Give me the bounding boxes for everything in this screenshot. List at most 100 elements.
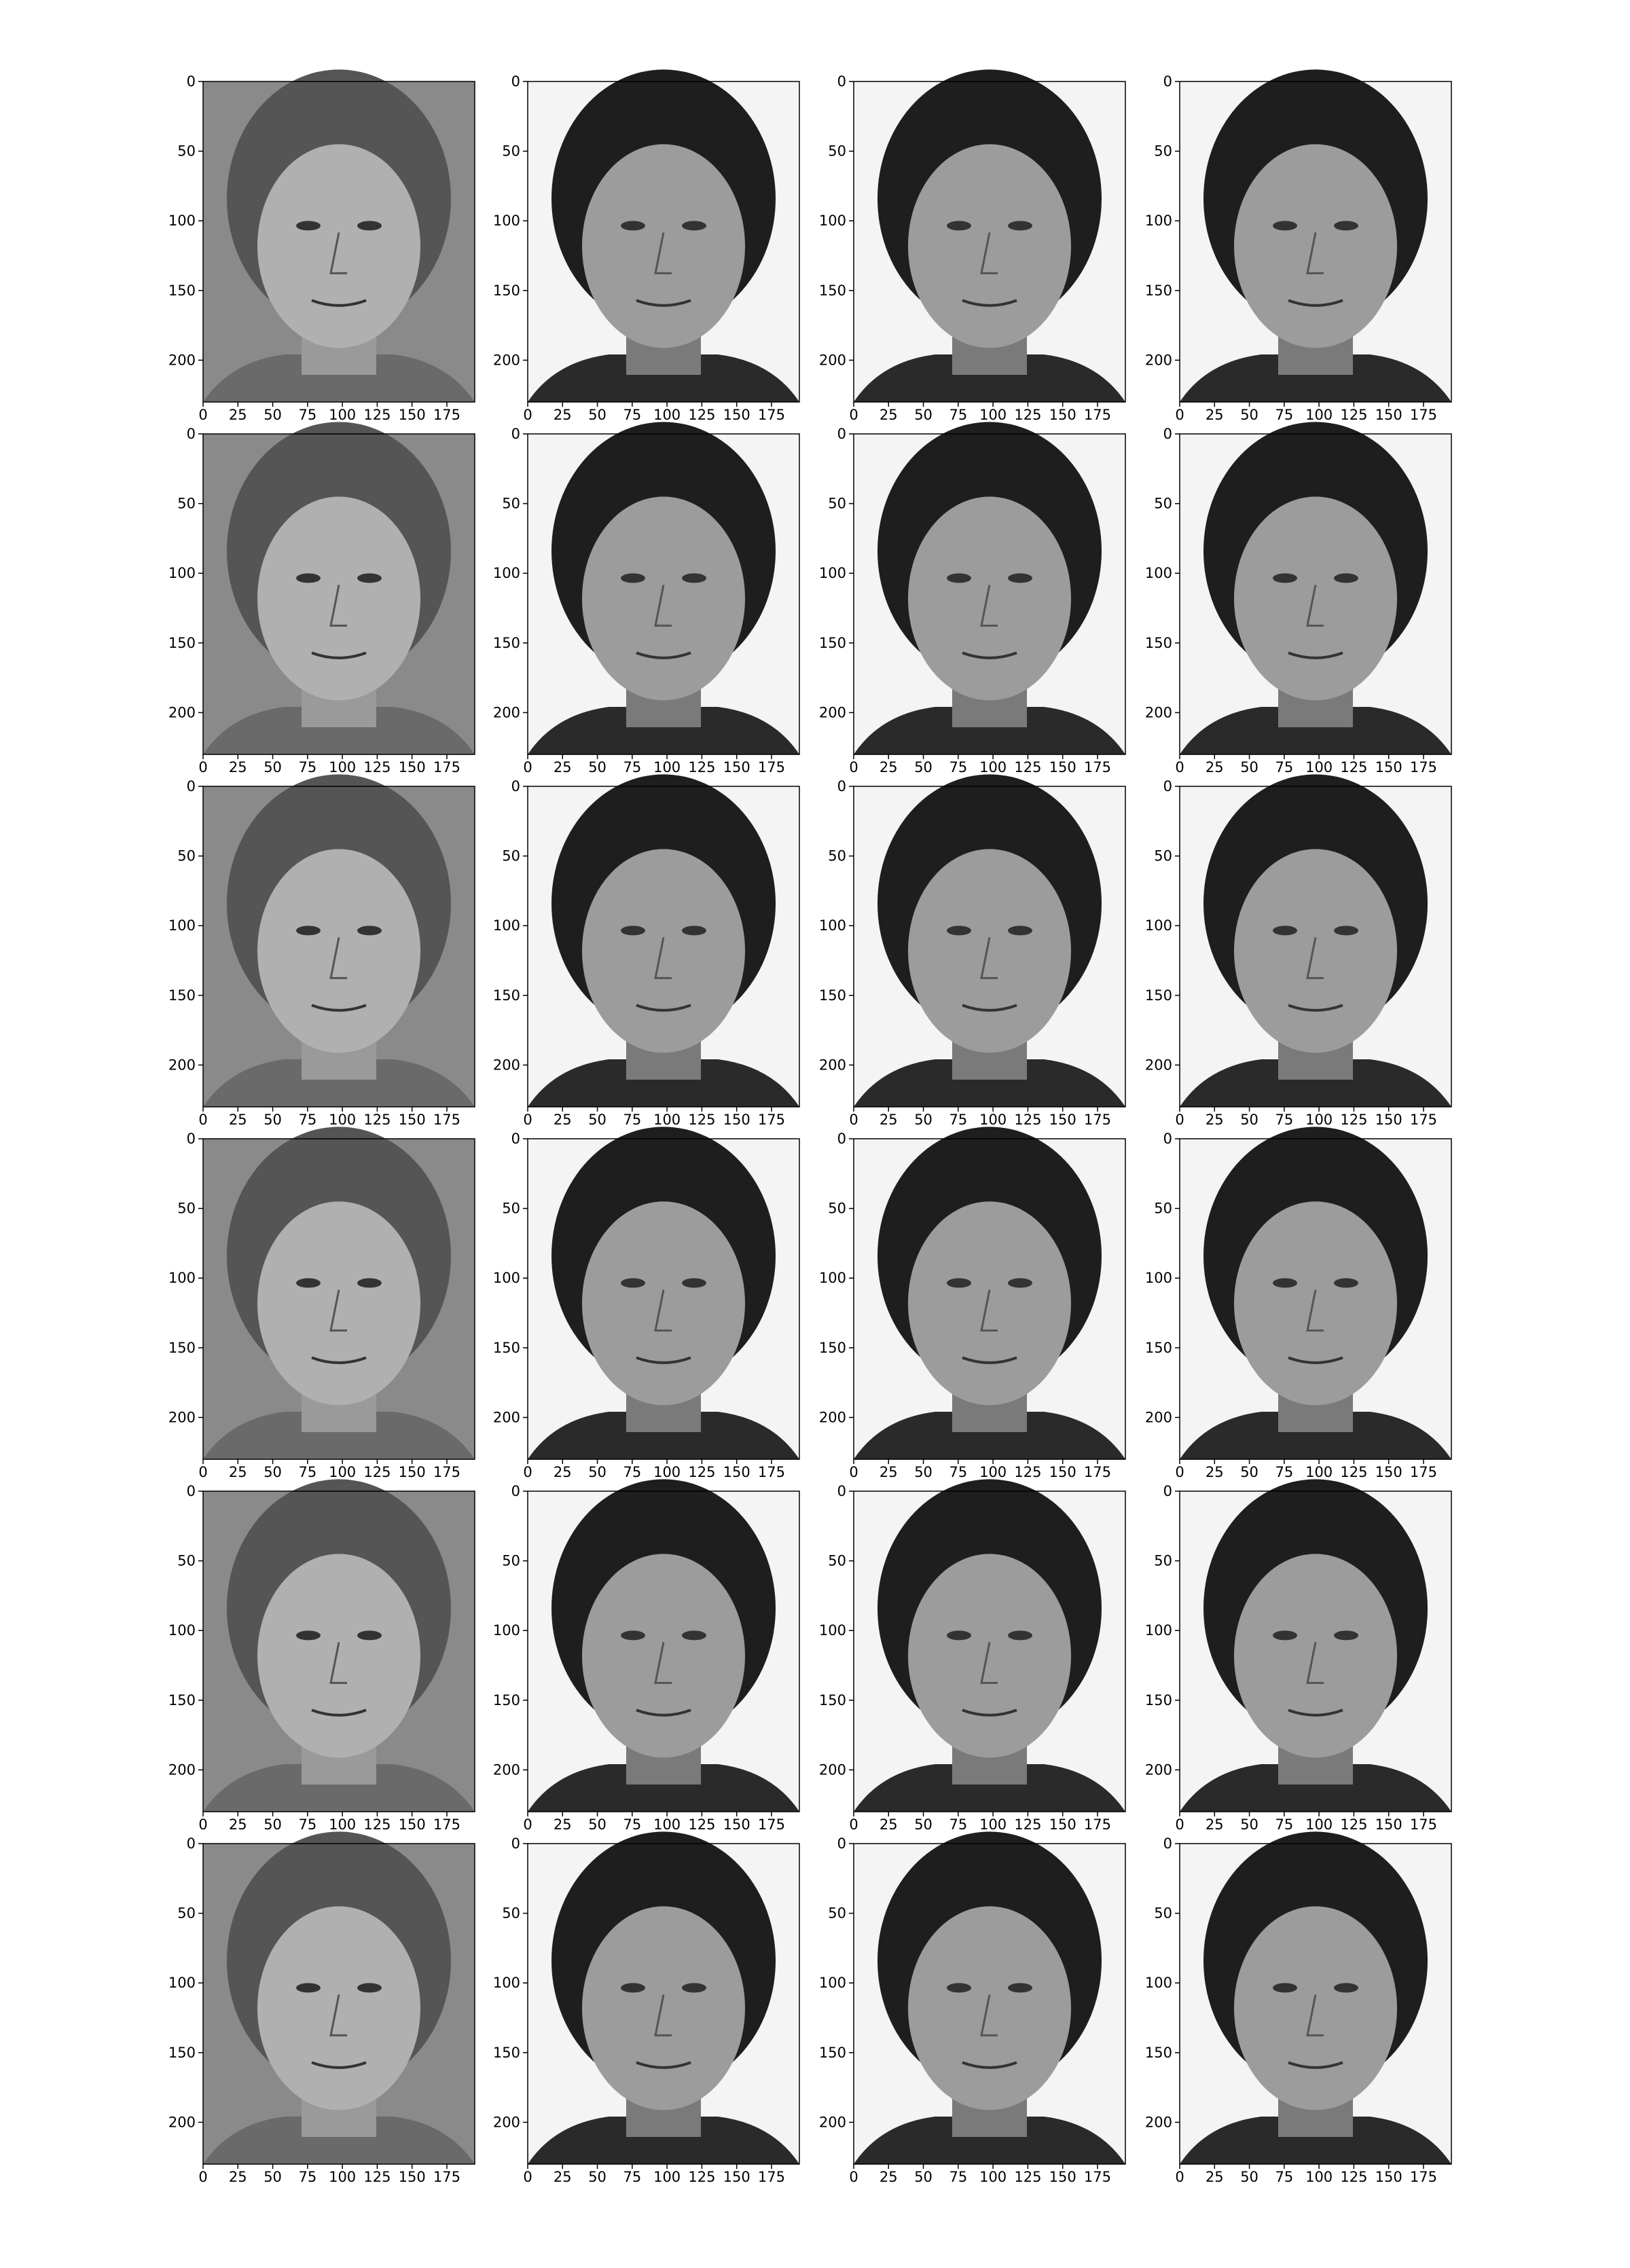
axes-frame (1179, 786, 1452, 1108)
subplot: 0 25 50 75 100 125 150 175 0 50 100 150 200 (819, 1479, 1126, 1833)
nose (980, 937, 998, 979)
x-tick-label: 175 (758, 1816, 785, 1833)
x-tick-label: 150 (723, 407, 750, 423)
x-tick-label: 25 (554, 759, 572, 775)
x-tick-label: 75 (623, 2169, 641, 2185)
nose (1306, 937, 1324, 979)
x-tick-label: 175 (1084, 2169, 1111, 2185)
axes-frame (527, 1138, 800, 1460)
eye (682, 1278, 706, 1288)
y-tick-label: 100 (1145, 213, 1172, 229)
y-tick-label: 150 (493, 635, 520, 651)
x-tick-label: 175 (433, 759, 460, 775)
eye (1008, 926, 1032, 936)
nose (1306, 585, 1324, 627)
y-tick-label: 150 (168, 282, 196, 299)
y-tick-label: 200 (168, 352, 196, 368)
y-tick-label: 50 (828, 1553, 846, 1569)
mouth (636, 1004, 691, 1012)
mouth (962, 2061, 1017, 2069)
axes-frame (202, 81, 475, 403)
subplot: 0 25 50 75 100 125 150 175 0 50 100 150 200 (168, 422, 475, 775)
y-tick-label: 200 (168, 1409, 196, 1425)
y-tick-label: 50 (1154, 496, 1172, 512)
eye (947, 1983, 971, 1993)
x-tick-label: 150 (1375, 2169, 1402, 2185)
y-tick-label: 200 (493, 1409, 520, 1425)
nose (980, 1642, 998, 1684)
x-tick-label: 125 (363, 407, 391, 423)
x-tick-label: 50 (264, 759, 282, 775)
x-tick-label: 50 (1240, 1112, 1258, 1128)
x-tick-label: 25 (554, 1816, 572, 1833)
x-tick-label: 0 (523, 2169, 532, 2185)
x-tick-label: 50 (264, 1816, 282, 1833)
y-tick-label: 0 (511, 426, 520, 442)
face (1234, 144, 1397, 348)
x-tick-label: 150 (1049, 1112, 1076, 1128)
y-tick-label: 0 (1163, 778, 1172, 794)
x-tick-label: 100 (979, 2169, 1007, 2185)
x-tick-label: 0 (849, 1464, 858, 1480)
nose (1306, 1994, 1324, 2036)
x-tick-label: 75 (1275, 759, 1293, 775)
shoulders (528, 354, 799, 402)
y-tick-label: 50 (502, 1201, 520, 1217)
eye (296, 926, 321, 936)
y-tick-label: 200 (1145, 1761, 1172, 1778)
mouth (1288, 2061, 1343, 2069)
x-tick-label: 75 (298, 759, 316, 775)
nose (654, 1290, 672, 1332)
x-tick-label: 150 (723, 1112, 750, 1128)
x-tick-label: 25 (880, 1464, 898, 1480)
y-tick-label: 100 (168, 213, 196, 229)
eye (1273, 1278, 1297, 1288)
x-tick-label: 0 (849, 1816, 858, 1833)
x-tick-label: 25 (229, 1464, 247, 1480)
x-tick-label: 75 (298, 407, 316, 423)
y-tick-label: 200 (1145, 2114, 1172, 2130)
x-tick-label: 50 (588, 759, 606, 775)
x-tick-label: 0 (1175, 1112, 1184, 1128)
eye (682, 573, 706, 583)
x-tick-label: 100 (653, 1464, 681, 1480)
x-tick-label: 0 (198, 759, 207, 775)
axes-frame (527, 1490, 800, 1812)
shoulders (528, 1764, 799, 1812)
subplot: 0 25 50 75 100 125 150 175 0 50 100 150 200 (168, 69, 475, 423)
y-tick-label: 100 (1145, 1975, 1172, 1991)
x-tick-label: 150 (1375, 1464, 1402, 1480)
y-tick-label: 100 (493, 1622, 520, 1639)
y-tick-label: 0 (187, 1483, 196, 1499)
eye (682, 221, 706, 231)
x-tick-label: 0 (523, 759, 532, 775)
x-tick-label: 25 (1206, 1464, 1224, 1480)
mouth (311, 1004, 367, 1012)
x-tick-label: 50 (588, 1112, 606, 1128)
x-tick-label: 100 (329, 759, 356, 775)
x-tick-label: 175 (1410, 1112, 1437, 1128)
eye (682, 926, 706, 936)
x-tick-label: 75 (623, 1112, 641, 1128)
y-tick-label: 50 (828, 1201, 846, 1217)
x-tick-label: 75 (298, 2169, 316, 2185)
x-tick-label: 0 (1175, 759, 1184, 775)
x-tick-label: 175 (758, 2169, 785, 2185)
face (582, 144, 745, 348)
mouth (636, 1356, 691, 1364)
x-tick-label: 175 (1410, 2169, 1437, 2185)
mouth (962, 299, 1017, 307)
eye (1273, 1630, 1297, 1641)
x-tick-label: 50 (914, 759, 932, 775)
eye (357, 221, 382, 231)
x-tick-label: 0 (198, 1464, 207, 1480)
x-tick-label: 0 (1175, 1464, 1184, 1480)
x-tick-label: 50 (1240, 2169, 1258, 2185)
subplot: 0 25 50 75 100 125 150 175 0 50 100 150 200 (819, 422, 1126, 775)
x-tick-label: 0 (198, 407, 207, 423)
shoulders (1180, 1059, 1451, 1107)
y-tick-label: 200 (819, 1409, 846, 1425)
y-tick-label: 0 (187, 1835, 196, 1852)
mouth (1288, 651, 1343, 659)
y-tick-label: 100 (168, 565, 196, 581)
